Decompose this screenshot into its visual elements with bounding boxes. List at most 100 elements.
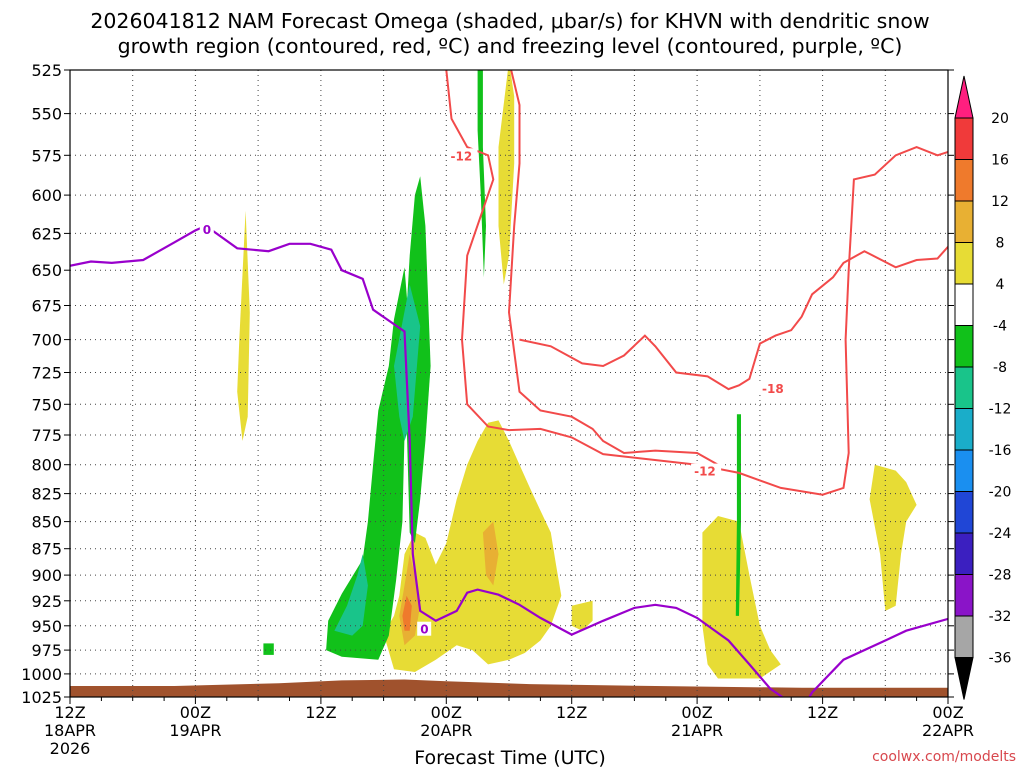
y-tick-label: 1025 [21,688,62,707]
y-tick-label: 775 [31,426,62,445]
colorbar-swatch [954,532,974,575]
x-tick-date-label: 22APR [922,721,974,740]
colorbar-swatch [954,159,974,202]
omega-strong-negative-region [394,284,421,441]
omega-negative-region [735,414,741,616]
isotherm-minus-18-contour [519,246,948,391]
y-tick-label: 675 [31,297,62,316]
x-tick-time-label: 00Z [681,703,712,722]
omega-strong-positive-region [482,521,499,586]
colorbar-swatch [954,200,974,243]
isotherm-minus-18-label-bg [759,380,789,395]
x-tick-time-label: 12Z [807,703,838,722]
x-tick-date-label: 20APR [420,721,472,740]
isotherm-minus-12-label-2-bg [691,463,722,478]
y-tick-label: 925 [31,592,62,611]
omega-negative-region [326,267,410,660]
y-tick-label: 650 [31,261,62,280]
isotherm-minus-12-contour [445,70,948,496]
y-tick-label: 575 [31,146,62,165]
omega-positive-region [754,645,771,665]
x-tick-date-label: 19APR [169,721,221,740]
y-axis: 525 550 575 600 625 650 675 700 725 750 775 800 825 8… [21,61,954,707]
y-tick-label: 550 [31,105,62,124]
colorbar-swatch [954,491,974,534]
omega-strong-negative-region [334,554,368,636]
x-tick-time-label: 00Z [180,703,211,722]
colorbar-tick-label: 8 [996,236,1005,252]
colorbar: 20 16 12 8 4 -4 -8 -12 -16 -20 -24 -28 -32 -36 [954,75,1012,700]
freezing-level-contour [70,224,948,697]
contour-lines [70,70,948,697]
x-tick-time-label: 12Z [556,703,587,722]
ground-surface [70,679,948,697]
colorbar-tick-label: -12 [989,402,1012,418]
y-tick-label: 800 [31,456,62,475]
y-tick-label: 1000 [21,665,62,684]
y-tick-label: 750 [31,395,62,414]
y-tick-label: 850 [31,513,62,532]
y-tick-label: 525 [31,61,62,80]
x-tick-time-label: 12Z [305,703,336,722]
colorbar-swatch [954,366,974,409]
omega-positive-region [237,210,250,441]
x-tick-date-label: 18APR [44,721,96,740]
colorbar-swatch [954,117,974,160]
omega-negative-region [477,70,486,278]
isotherm-minus-12-label-1-bg [447,148,478,163]
omega-positive-region [702,516,781,679]
contour-labels: 0 0 -12 -12 -18 [199,148,789,637]
omega-negative-region [263,643,274,655]
colorbar-tick-label: -24 [989,526,1012,542]
chart-title-line-2: growth region (contoured, red, ºC) and f… [118,34,903,58]
omega-strong-positive-region [402,595,412,631]
y-tick-label: 700 [31,331,62,350]
colorbar-swatch [954,283,974,326]
colorbar-swatch [954,449,974,492]
freezing-level-label-1-bg [199,221,214,236]
colorbar-swatch [954,408,974,451]
colorbar-tick-label: -36 [989,651,1012,667]
isotherm-minus-12-contour [507,70,719,466]
x-tick-time-label: 12Z [54,703,85,722]
colorbar-tick-label: -4 [993,319,1007,335]
omega-positive-region [383,420,562,672]
colorbar-tick-label: 20 [991,111,1009,127]
y-tick-label: 900 [31,566,62,585]
colorbar-swatch [954,615,974,658]
y-tick-label: 725 [31,364,62,383]
x-axis-label: Forecast Time (UTC) [414,747,605,768]
terrain-ground [70,679,948,697]
colorbar-tick-label: 16 [991,153,1009,169]
freezing-level-label-2-bg [417,621,432,636]
freezing-level-label-1: 0 [203,223,211,237]
isotherm-minus-18-label: -18 [762,382,784,396]
y-tick-label: 875 [31,540,62,559]
chart-title-line-1: 2026041812 NAM Forecast Omega (shaded, μ… [90,9,929,33]
y-tick-label: 825 [31,485,62,504]
colorbar-tick-label: 4 [996,277,1005,293]
colorbar-top-arrow [954,75,974,119]
y-tick-label: 625 [31,224,62,243]
y-tick-label: 950 [31,617,62,636]
colorbar-tick-label: -28 [989,568,1012,584]
x-tick-year-label: 2026 [50,739,91,758]
colorbar-swatch [954,242,974,285]
credit-text: coolwx.com/modelts [872,749,1016,765]
omega-shading-layer [237,70,917,679]
colorbar-tick-label: -8 [993,360,1007,376]
x-tick-time-label: 00Z [932,703,963,722]
colorbar-swatch [954,574,974,617]
x-tick-date-label: 21APR [671,721,723,740]
colorbar-swatch [954,325,974,368]
x-tick-time-label: 00Z [431,703,462,722]
colorbar-tick-label: -16 [989,443,1012,459]
y-tick-label: 975 [31,641,62,660]
freezing-level-label-2: 0 [420,623,428,637]
omega-positive-region [571,600,593,631]
isotherm-minus-12-label-1: -12 [451,149,473,163]
colorbar-tick-label: -32 [989,609,1012,625]
omega-positive-region [498,70,515,285]
colorbar-tick-label: 12 [991,194,1009,210]
omega-positive-region [869,464,917,611]
